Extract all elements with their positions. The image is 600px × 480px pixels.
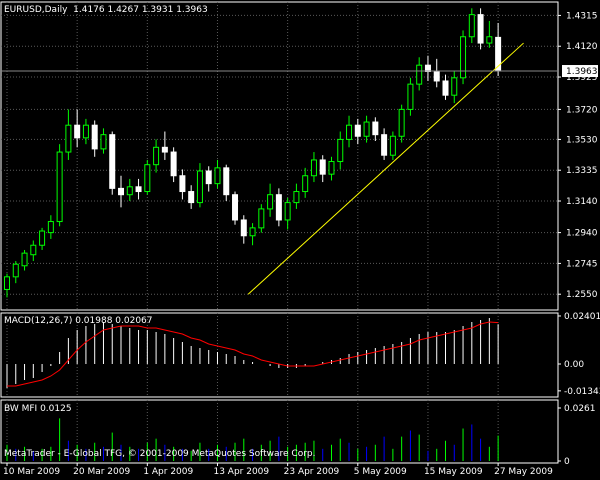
candle-body-37 — [328, 161, 335, 175]
candle-body-11 — [100, 134, 107, 150]
candle-body-25 — [223, 167, 230, 196]
mfi-tick-label-0: 0.0261 — [564, 404, 596, 414]
candle-body-30 — [267, 194, 274, 210]
candle-body-34 — [302, 175, 309, 193]
time-tick-label-1: 20 Mar 2009 — [73, 467, 130, 477]
price-tick-label-8: 1.2745 — [566, 259, 598, 269]
price-tick-label-2: 1.3925 — [566, 73, 598, 83]
candle-body-31 — [275, 194, 282, 221]
candle-body-53 — [468, 14, 475, 38]
time-tick-label-2: 1 Apr 2009 — [143, 467, 193, 477]
candle-body-19 — [170, 151, 177, 177]
candle-body-52 — [460, 36, 467, 79]
candle-body-42 — [372, 121, 379, 136]
candle-body-55 — [486, 36, 493, 44]
time-tick-label-5: 5 May 2009 — [354, 467, 407, 477]
candle-body-27 — [240, 219, 247, 237]
mfi-tick-label-1: 0 — [564, 457, 570, 467]
macd-tick-label-1: 0.00 — [564, 360, 584, 370]
macd-axis: 0.02401 0.00 -0.01343 — [558, 312, 600, 397]
macd-tick-label-0: 0.02401 — [564, 312, 600, 322]
candle-body-47 — [416, 64, 423, 85]
price-panel[interactable] — [0, 1, 559, 311]
time-tick-label-0: 10 Mar 2009 — [3, 467, 60, 477]
candle-body-16 — [144, 164, 151, 193]
macd-panel[interactable] — [0, 312, 559, 398]
candle-body-26 — [232, 194, 239, 221]
price-tick-label-5: 1.3335 — [566, 166, 598, 176]
mfi-panel[interactable] — [0, 399, 559, 464]
time-tick-label-3: 13 Apr 2009 — [213, 467, 269, 477]
chart-header: EURUSD,Daily 1.4176 1.4267 1.3931 1.3963 — [4, 5, 208, 15]
macd-signal-line — [7, 321, 499, 387]
candle-body-40 — [354, 124, 361, 137]
candle-body-8 — [74, 124, 81, 139]
candle-body-45 — [398, 108, 405, 137]
price-axis: 1.4315 1.4120 1.3925 1.3720 1.3530 1.3335 1.31… — [558, 11, 598, 300]
svg-text:1.3963: 1.3963 — [566, 67, 598, 77]
copyright-text: MetaTrader - E-Global TFG, © 2001-2009 M… — [4, 449, 316, 459]
candle-body-33 — [293, 191, 300, 204]
candle-body-17 — [153, 146, 160, 166]
price-tick-label-0: 1.4315 — [566, 11, 598, 21]
candle-body-1 — [12, 263, 19, 278]
candle-body-43 — [381, 134, 388, 156]
candles — [4, 8, 502, 298]
candle-body-2 — [21, 252, 28, 267]
candle-body-49 — [433, 70, 440, 82]
candle-body-9 — [82, 124, 89, 139]
candle-body-6 — [56, 151, 63, 223]
macd-tick-label-2: -0.01343 — [564, 387, 600, 397]
candle-body-38 — [337, 138, 344, 163]
mfi-title: BW MFI 0.0125 — [4, 404, 72, 414]
candle-body-4 — [39, 230, 46, 246]
candle-body-5 — [47, 221, 54, 234]
candle-body-22 — [196, 170, 203, 204]
candle-body-54 — [477, 14, 484, 44]
price-tick-label-4: 1.3530 — [566, 135, 598, 145]
candle-body-46 — [407, 83, 414, 110]
current-price-label: 1.3963 — [562, 65, 598, 78]
candle-body-12 — [109, 134, 116, 189]
price-tick-label-3: 1.3720 — [566, 105, 598, 115]
mfi-axis: 0.0261 0 — [558, 404, 596, 467]
candle-body-14 — [126, 186, 133, 196]
price-tick-label-1: 1.4120 — [566, 42, 598, 52]
macd-title: MACD(12,26,7) 0.01988 0.02067 — [4, 316, 153, 326]
candle-body-39 — [346, 124, 353, 140]
ohlc-values: 1.4176 1.4267 1.3931 1.3963 — [73, 5, 208, 15]
candle-body-0 — [4, 276, 10, 290]
candle-body-20 — [179, 175, 186, 193]
time-tick-label-4: 23 Apr 2009 — [284, 467, 340, 477]
price-tick-label-6: 1.3140 — [566, 197, 598, 207]
time-tick-label-6: 15 May 2009 — [424, 467, 483, 477]
candle-body-36 — [319, 159, 326, 175]
candle-body-15 — [135, 186, 142, 193]
candle-body-28 — [249, 227, 256, 237]
price-tick-label-7: 1.2940 — [566, 229, 598, 239]
symbol-label: EURUSD,Daily — [4, 5, 68, 15]
price-tick-label-9: 1.2550 — [566, 290, 598, 300]
candle-body-3 — [30, 244, 37, 256]
time-tick-label-7: 27 May 2009 — [494, 467, 553, 477]
candle-body-21 — [188, 191, 195, 204]
candle-body-18 — [161, 146, 168, 153]
mfi-bars — [6, 418, 499, 461]
candle-body-44 — [389, 135, 396, 156]
time-axis: 10 Mar 2009 20 Mar 2009 1 Apr 2009 13 Apr 2… — [3, 463, 553, 477]
candle-body-51 — [451, 77, 458, 96]
candle-body-41 — [363, 121, 370, 137]
candle-body-29 — [258, 208, 265, 229]
candle-body-10 — [91, 124, 98, 150]
candle-body-23 — [205, 170, 212, 185]
candle-body-7 — [65, 124, 72, 153]
candle-body-13 — [118, 187, 125, 196]
macd-histogram — [6, 318, 499, 388]
candle-body-32 — [284, 202, 291, 221]
candle-body-50 — [442, 80, 449, 96]
candle-body-24 — [214, 167, 221, 185]
trendline[interactable] — [247, 42, 524, 295]
candle-body-35 — [310, 159, 317, 177]
